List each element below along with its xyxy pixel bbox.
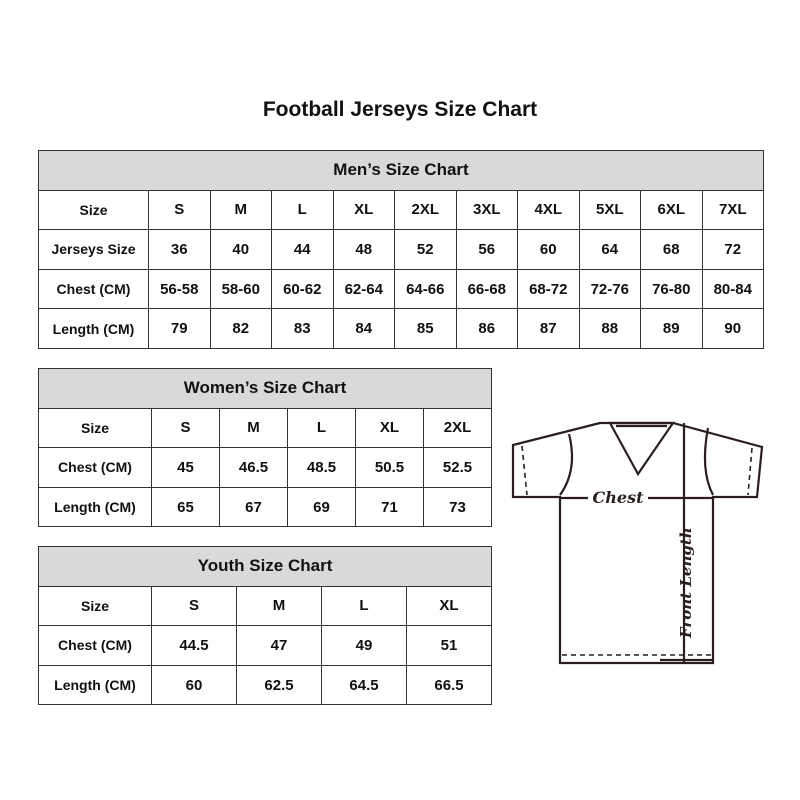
table-cell: 50.5 xyxy=(355,447,424,488)
table-cell: 83 xyxy=(271,308,334,349)
womens-size-table: Women’s Size Chart Size S M L XL 2XL Chest (CM)… xyxy=(38,368,492,528)
table-cell: 56 xyxy=(455,229,518,270)
table-cell: 44 xyxy=(271,229,334,270)
jersey-outline xyxy=(511,421,764,665)
table-cell: 47 xyxy=(236,625,322,666)
table-row: Size S M L XL 2XL xyxy=(38,407,492,449)
table-row: Chest (CM) 44.5 47 49 51 xyxy=(38,625,492,666)
table-cell: 56-58 xyxy=(148,268,211,310)
table-cell: 66-68 xyxy=(455,268,518,310)
table-cell: S xyxy=(151,407,220,449)
table-cell: 7XL xyxy=(701,189,764,231)
table-cell: 36 xyxy=(148,229,211,270)
table-cell: 40 xyxy=(209,229,272,270)
chest-label: Chest xyxy=(593,488,645,507)
men-chart-heading: Men’s Size Chart xyxy=(38,150,764,191)
youth-chart-heading: Youth Size Chart xyxy=(38,546,492,587)
row-label: Length (CM) xyxy=(38,664,152,706)
table-cell: 79 xyxy=(148,308,211,349)
row-label: Length (CM) xyxy=(38,308,149,349)
table-row: Length (CM) 60 62.5 64.5 66.5 xyxy=(38,664,492,706)
table-cell: 60-62 xyxy=(271,268,334,310)
table-cell: 62-64 xyxy=(332,268,395,310)
row-label: Size xyxy=(38,585,152,627)
table-cell: 58-60 xyxy=(209,268,272,310)
table-cell: 84 xyxy=(332,308,395,349)
table-cell: 6XL xyxy=(640,189,703,231)
row-label: Length (CM) xyxy=(38,486,152,528)
table-cell: 46.5 xyxy=(219,447,288,488)
page-title: Football Jerseys Size Chart xyxy=(262,98,538,121)
table-cell: 66.5 xyxy=(406,664,492,706)
mens-size-table: Men’s Size Chart Size S M L XL 2XL 3XL 4XL 5XL 6XL… xyxy=(38,150,764,349)
table-cell: 52 xyxy=(394,229,457,270)
table-cell: M xyxy=(219,407,288,449)
table-row: Size S M L XL 2XL 3XL 4XL 5XL 6XL 7XL xyxy=(38,189,764,231)
table-cell: 72-76 xyxy=(578,268,641,310)
table-cell: 72 xyxy=(701,229,764,270)
row-label: Size xyxy=(38,407,152,449)
table-cell: 82 xyxy=(209,308,272,349)
table-cell: 73 xyxy=(423,486,492,528)
row-label: Size xyxy=(38,189,149,231)
table-cell: 64.5 xyxy=(321,664,407,706)
youth-size-table: Youth Size Chart Size S M L XL Chest (CM) 44.5 4… xyxy=(38,546,492,706)
table-cell: 5XL xyxy=(578,189,641,231)
row-label: Jerseys Size xyxy=(38,229,149,270)
row-label: Chest (CM) xyxy=(38,268,149,310)
table-cell: 49 xyxy=(321,625,407,666)
table-cell: L xyxy=(271,189,334,231)
table-cell: S xyxy=(151,585,237,627)
table-row: Length (CM) 65 67 69 71 73 xyxy=(38,486,492,528)
table-cell: 48.5 xyxy=(287,447,356,488)
table-cell: 65 xyxy=(151,486,220,528)
table-cell: 86 xyxy=(455,308,518,349)
table-cell: 48 xyxy=(332,229,395,270)
table-cell: 44.5 xyxy=(151,625,237,666)
table-cell: 60 xyxy=(151,664,237,706)
row-label: Chest (CM) xyxy=(38,447,152,488)
table-cell: M xyxy=(209,189,272,231)
table-cell: 71 xyxy=(355,486,424,528)
table-cell: XL xyxy=(355,407,424,449)
table-cell: 87 xyxy=(517,308,580,349)
table-cell: 45 xyxy=(151,447,220,488)
table-row: Chest (CM) 56-58 58-60 60-62 62-64 64-66 66-68… xyxy=(38,268,764,310)
table-row: Chest (CM) 45 46.5 48.5 50.5 52.5 xyxy=(38,447,492,488)
table-cell: M xyxy=(236,585,322,627)
table-cell: 68 xyxy=(640,229,703,270)
table-cell: 4XL xyxy=(517,189,580,231)
table-cell: XL xyxy=(406,585,492,627)
table-cell: 2XL xyxy=(423,407,492,449)
table-cell: XL xyxy=(332,189,395,231)
table-cell: 52.5 xyxy=(423,447,492,488)
jersey-diagram: Chest Front Length xyxy=(511,421,764,665)
table-cell: 69 xyxy=(287,486,356,528)
table-cell: 85 xyxy=(394,308,457,349)
table-cell: 3XL xyxy=(455,189,518,231)
table-cell: L xyxy=(287,407,356,449)
table-cell: 80-84 xyxy=(701,268,764,310)
table-cell: S xyxy=(148,189,211,231)
table-cell: 67 xyxy=(219,486,288,528)
table-cell: 62.5 xyxy=(236,664,322,706)
table-cell: 88 xyxy=(578,308,641,349)
front-length-label: Front Length xyxy=(677,527,695,639)
table-cell: 60 xyxy=(517,229,580,270)
table-row: Size S M L XL xyxy=(38,585,492,627)
table-cell: L xyxy=(321,585,407,627)
table-cell: 76-80 xyxy=(640,268,703,310)
table-cell: 90 xyxy=(701,308,764,349)
table-row: Jerseys Size 36 40 44 48 52 56 60 64 68 72 xyxy=(38,229,764,270)
table-cell: 64-66 xyxy=(394,268,457,310)
row-label: Chest (CM) xyxy=(38,625,152,666)
table-cell: 51 xyxy=(406,625,492,666)
table-row: Length (CM) 79 82 83 84 85 86 87 88 89 90 xyxy=(38,308,764,349)
table-cell: 2XL xyxy=(394,189,457,231)
table-cell: 89 xyxy=(640,308,703,349)
women-chart-heading: Women’s Size Chart xyxy=(38,368,492,409)
table-cell: 64 xyxy=(578,229,641,270)
table-cell: 68-72 xyxy=(517,268,580,310)
